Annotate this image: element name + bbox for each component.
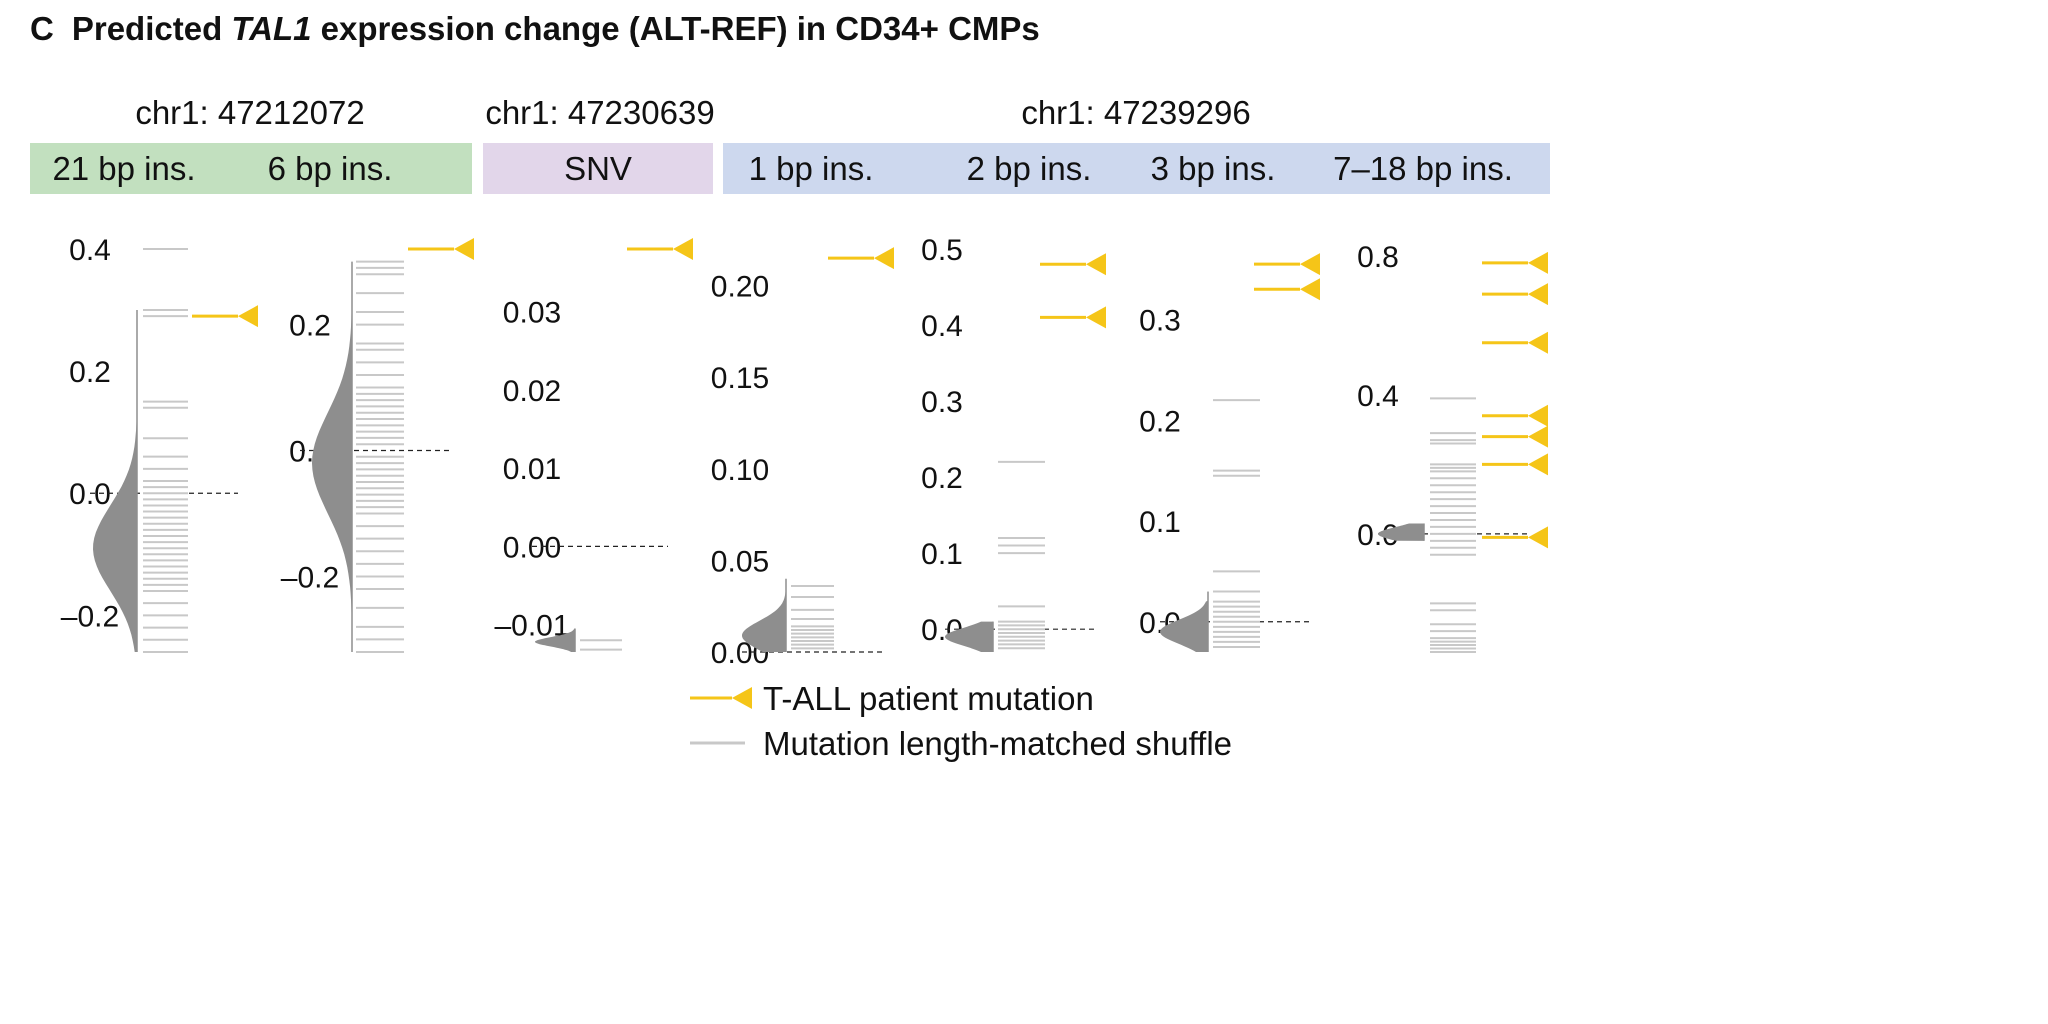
violin-panels: 0.40.20.0–0.20.20.0–0.20.030.020.010.00–… xyxy=(61,234,1548,670)
patient-arrow-icon xyxy=(1528,404,1548,427)
violin-shape xyxy=(945,621,993,652)
locus-label-1: chr1: 47212072 xyxy=(135,94,364,131)
y-tick-label: –0.2 xyxy=(281,561,339,594)
y-tick-label: 0.2 xyxy=(289,310,331,343)
patient-arrow-icon xyxy=(1300,253,1320,276)
y-tick-label: 0.1 xyxy=(921,538,963,571)
panel-5: 0.50.40.30.20.10.0 xyxy=(921,234,1106,652)
patient-arrow-icon xyxy=(1528,283,1548,306)
panel-4: 0.200.150.100.050.00 xyxy=(711,247,894,670)
locus-label-2: chr1: 47230639 xyxy=(485,94,714,131)
panel-3: 0.030.020.010.00–0.01 xyxy=(494,238,693,652)
locus-label-3: chr1: 47239296 xyxy=(1021,94,1250,131)
violin-shape xyxy=(1378,523,1424,541)
y-tick-label: 0.02 xyxy=(503,375,561,408)
y-tick-label: 0.4 xyxy=(921,310,963,343)
y-tick-label: 0.4 xyxy=(69,234,111,267)
y-tick-label: 0.20 xyxy=(711,271,769,304)
legend-patient-label: T-ALL patient mutation xyxy=(763,680,1094,717)
locus-band-2 xyxy=(483,143,713,194)
patient-arrow-icon xyxy=(673,238,693,260)
y-tick-label: 0.10 xyxy=(711,454,769,487)
y-tick-label: 0.15 xyxy=(711,362,769,395)
y-tick-label: 0.2 xyxy=(921,462,963,495)
panel-letter: C xyxy=(30,10,54,47)
legend: T-ALL patient mutation Mutation length-m… xyxy=(690,680,1232,762)
tal1-violin-figure: chr1: 47212072 chr1: 47230639 chr1: 4723… xyxy=(30,94,1550,762)
y-tick-label: 0.2 xyxy=(1139,405,1181,438)
locus-band-1 xyxy=(30,143,472,194)
group-label-7-18bp: 7–18 bp ins. xyxy=(1333,150,1513,187)
patient-arrow-icon xyxy=(1528,453,1548,476)
panel-7: 0.80.40.0 xyxy=(1357,241,1548,653)
y-tick-label: 0.1 xyxy=(1139,506,1181,539)
y-tick-label: 0.2 xyxy=(69,356,111,389)
violin-shape xyxy=(1160,591,1208,652)
legend-shuffle-label: Mutation length-matched shuffle xyxy=(763,725,1232,762)
patient-arrow-icon xyxy=(454,238,474,260)
y-tick-label: 0.3 xyxy=(921,386,963,419)
patient-arrow-icon xyxy=(1528,526,1548,549)
locus-band-3 xyxy=(723,143,1550,194)
group-label-2bp: 2 bp ins. xyxy=(967,150,1092,187)
y-tick-label: 0.00 xyxy=(503,531,561,564)
group-label-1bp: 1 bp ins. xyxy=(749,150,874,187)
patient-arrow-icon xyxy=(238,305,258,328)
panel-1: 0.4 0.2 0.0 –0.2 xyxy=(61,234,258,653)
patient-arrow-icon xyxy=(1528,331,1548,354)
group-label-21bp: 21 bp ins. xyxy=(52,150,195,187)
title-suffix: expression change (ALT-REF) in CD34+ CMP… xyxy=(311,10,1040,47)
patient-arrow-icon xyxy=(1528,425,1548,448)
y-tick-label: 0.3 xyxy=(1139,305,1181,338)
group-label-3bp: 3 bp ins. xyxy=(1151,150,1276,187)
patient-arrow-icon xyxy=(1528,251,1548,274)
y-tick-label: –0.2 xyxy=(61,600,119,633)
panel-2: 0.20.0–0.2 xyxy=(281,238,474,653)
violin-shape xyxy=(312,261,352,652)
page-title: C Predicted TAL1 expression change (ALT-R… xyxy=(30,10,1040,48)
patient-arrow-icon xyxy=(1300,278,1320,301)
y-tick-label: 0.8 xyxy=(1357,241,1399,274)
group-label-snv: SNV xyxy=(564,150,632,187)
patient-arrow-icon xyxy=(874,247,894,270)
title-gene: TAL1 xyxy=(231,10,312,47)
y-tick-label: 0.0 xyxy=(69,478,111,511)
y-tick-label: 0.03 xyxy=(503,297,561,330)
y-tick-label: 0.4 xyxy=(1357,380,1399,413)
patient-arrow-icon xyxy=(1086,306,1106,329)
legend-patient-arrow-icon xyxy=(732,687,752,709)
y-tick-label: 0.5 xyxy=(921,234,963,267)
group-label-6bp: 6 bp ins. xyxy=(268,150,393,187)
violin-shape xyxy=(742,578,786,652)
panel-6: 0.30.20.10.0 xyxy=(1139,253,1320,652)
violin-shape xyxy=(535,628,575,652)
y-tick-label: 0.01 xyxy=(503,453,561,486)
violin-shape xyxy=(93,310,137,652)
patient-arrow-icon xyxy=(1086,253,1106,276)
y-tick-label: 0.05 xyxy=(711,545,769,578)
title-prefix: Predicted xyxy=(71,10,232,47)
